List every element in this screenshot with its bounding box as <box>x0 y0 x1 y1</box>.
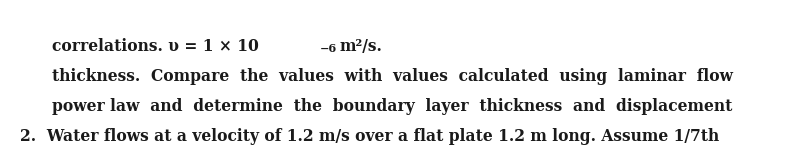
Text: m²/s.: m²/s. <box>340 38 383 55</box>
Text: power law  and  determine  the  boundary  layer  thickness  and  displacement: power law and determine the boundary lay… <box>52 98 732 115</box>
Text: correlations. υ = 1 × 10: correlations. υ = 1 × 10 <box>52 38 259 55</box>
Text: thickness.  Compare  the  values  with  values  calculated  using  laminar  flow: thickness. Compare the values with value… <box>52 68 733 85</box>
Text: 2.  Water flows at a velocity of 1.2 m/s over a flat plate 1.2 m long. Assume 1/: 2. Water flows at a velocity of 1.2 m/s … <box>20 128 719 145</box>
Text: −6: −6 <box>320 43 338 54</box>
